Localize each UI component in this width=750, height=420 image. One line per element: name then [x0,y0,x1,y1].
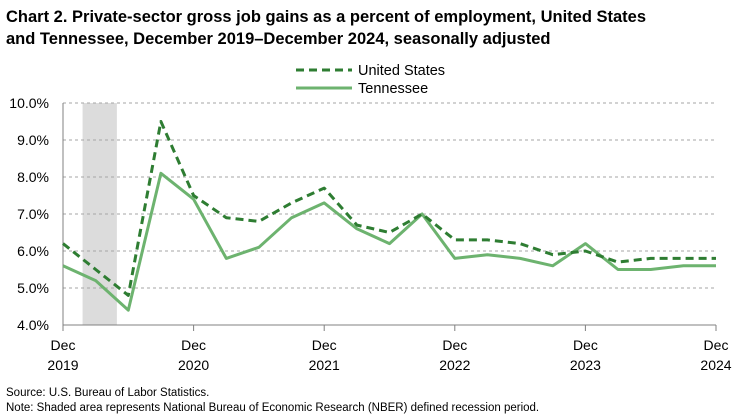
x-tick-label-year: 2020 [178,357,209,373]
shading-note: Note: Shaded area represents National Bu… [6,402,540,414]
x-tick-label-year: 2022 [439,357,470,373]
x-tick-label-month: Dec [312,337,337,353]
footnotes: Source: U.S. Bureau of Labor Statistics.… [6,386,539,416]
y-tick-label: 7.0% [17,206,49,222]
series-layer [62,120,716,312]
x-tick-label-month: Dec [573,337,598,353]
x-tick-label-month: Dec [181,337,206,353]
series-line-united-states [62,120,716,297]
x-tick-label-month: Dec [704,337,729,353]
x-tick-label-year: 2021 [309,357,340,373]
x-tick-label-year: 2019 [47,357,78,373]
x-tick-label-year: 2023 [570,357,601,373]
y-tick-label: 9.0% [17,132,49,148]
y-tick-label: 5.0% [17,280,49,296]
axis-layer: 4.0% 5.0% 6.0% 7.0% 8.0% 9.0% 10.0% Dec 2019 Dec 2… [9,95,731,373]
grid-layer [63,102,716,289]
chart-title: Chart 2. Private-sector gross job gains … [6,6,746,50]
legend-label-tennessee: Tennessee [358,81,428,97]
source-note: Source: U.S. Bureau of Labor Statistics. [6,387,210,399]
legend: United States Tennessee [296,63,445,97]
y-tick-label: 4.0% [17,317,49,333]
y-tick-label: 6.0% [17,243,49,259]
x-tick-label-month: Dec [51,337,76,353]
y-tick-label: 10.0% [9,95,49,111]
x-tick-label-month: Dec [442,337,467,353]
chart-title-line-2: and Tennessee, December 2019–December 20… [6,30,551,48]
series-line-tennessee [62,171,716,312]
chart-title-line-1: Chart 2. Private-sector gross job gains … [6,8,647,26]
x-tick-label-year: 2024 [700,357,731,373]
legend-label-united-states: United States [358,63,445,79]
y-tick-label: 8.0% [17,169,49,185]
